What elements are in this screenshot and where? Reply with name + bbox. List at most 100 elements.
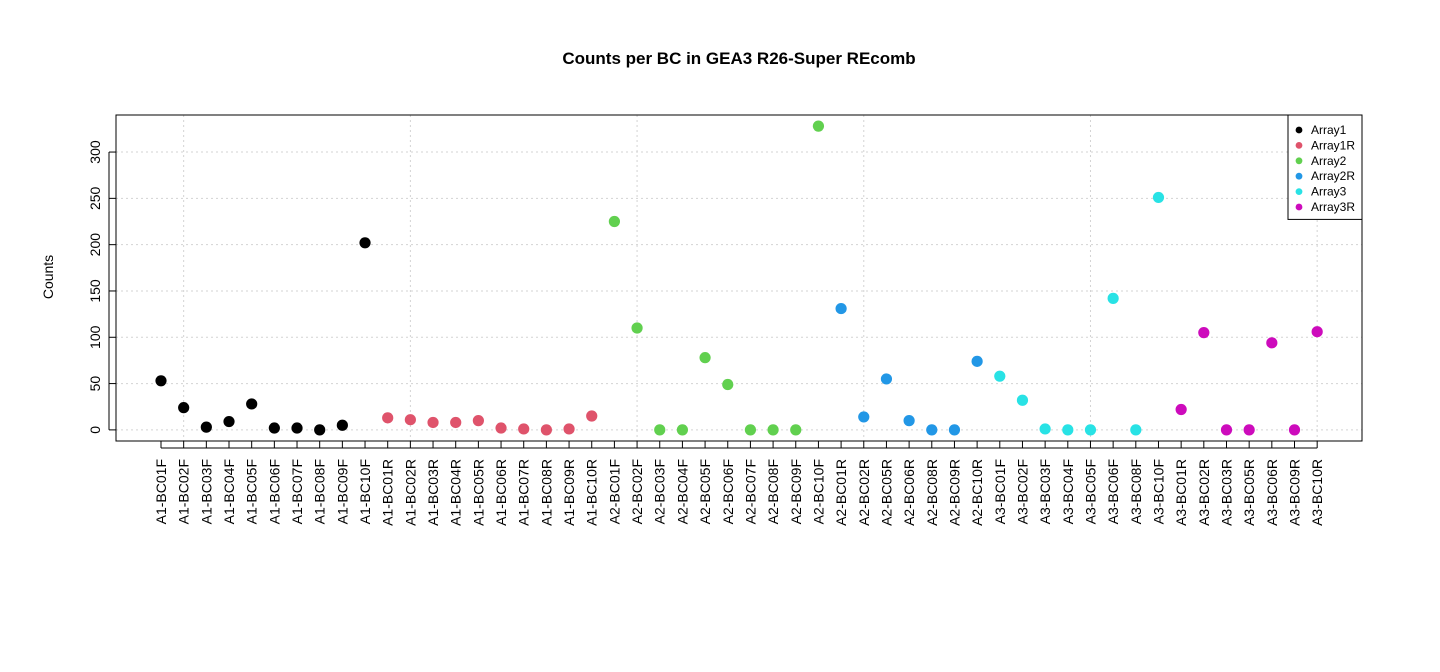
x-tick-label: A2-BC06R bbox=[901, 459, 917, 526]
data-point bbox=[1039, 423, 1051, 435]
x-tick-label: A3-BC02R bbox=[1196, 459, 1212, 526]
data-point bbox=[155, 375, 167, 387]
chart-title: Counts per BC in GEA3 R26-Super REcomb bbox=[562, 49, 915, 68]
x-tick-label: A1-BC02R bbox=[402, 459, 418, 526]
data-point bbox=[835, 302, 847, 315]
data-point bbox=[971, 355, 983, 367]
x-tick-label: A3-BC10F bbox=[1150, 459, 1166, 524]
x-tick-label: A1-BC02F bbox=[176, 459, 192, 524]
data-point bbox=[631, 322, 643, 334]
x-tick-label: A1-BC03F bbox=[198, 459, 214, 524]
y-axis-label: Counts bbox=[40, 255, 56, 299]
data-point bbox=[767, 424, 779, 436]
data-point bbox=[1062, 424, 1074, 436]
data-point bbox=[1107, 292, 1119, 304]
data-point bbox=[518, 423, 530, 435]
y-tick-label: 150 bbox=[87, 279, 103, 303]
x-tick-label: A3-BC09R bbox=[1287, 459, 1303, 526]
data-point bbox=[404, 414, 416, 426]
data-points bbox=[155, 120, 1323, 436]
data-point bbox=[654, 424, 666, 436]
data-point bbox=[1175, 403, 1187, 416]
x-tick-label: A2-BC06F bbox=[720, 459, 736, 524]
x-tick-label: A3-BC01F bbox=[992, 459, 1008, 524]
x-tick-label: A2-BC08R bbox=[924, 459, 940, 526]
data-point bbox=[608, 215, 621, 228]
legend-marker bbox=[1295, 142, 1303, 149]
data-point bbox=[223, 415, 235, 428]
x-tick-label: A2-BC09F bbox=[788, 459, 804, 524]
legend-marker bbox=[1295, 157, 1303, 165]
x-tick-label: A3-BC01R bbox=[1173, 459, 1189, 526]
y-tick-label: 100 bbox=[87, 325, 103, 349]
x-tick-label: A1-BC07F bbox=[289, 459, 305, 524]
data-point bbox=[563, 423, 575, 435]
data-point bbox=[676, 424, 689, 436]
x-tick-label: A3-BC03F bbox=[1037, 459, 1053, 524]
data-point bbox=[268, 422, 280, 434]
x-tick-label: A3-BC05R bbox=[1241, 459, 1257, 526]
x-tick-label: A1-BC08R bbox=[538, 459, 554, 526]
x-tick-label: A1-BC05R bbox=[470, 459, 486, 526]
data-point bbox=[722, 378, 734, 391]
data-point bbox=[1243, 424, 1255, 436]
legend-label: Array3 bbox=[1311, 185, 1347, 199]
x-tick-label: A1-BC01F bbox=[153, 459, 169, 524]
x-tick-label: A2-BC08F bbox=[765, 459, 781, 524]
data-point bbox=[246, 398, 258, 410]
x-tick-label: A2-BC03F bbox=[652, 459, 668, 524]
data-point bbox=[858, 411, 870, 423]
data-point bbox=[314, 424, 326, 436]
legend-label: Array1R bbox=[1311, 138, 1355, 152]
data-point bbox=[178, 402, 190, 414]
x-tick-label: A1-BC08F bbox=[312, 459, 328, 524]
x-tick-label: A3-BC05F bbox=[1082, 459, 1098, 524]
y-tick-label: 300 bbox=[87, 140, 103, 164]
x-tick-label: A1-BC09F bbox=[334, 459, 350, 524]
x-tick-label: A2-BC02F bbox=[629, 459, 645, 524]
x-tick-label: A2-BC10R bbox=[969, 459, 985, 526]
data-point bbox=[472, 415, 484, 427]
data-point bbox=[336, 419, 348, 431]
x-tick-label: A1-BC06F bbox=[266, 459, 282, 524]
x-tick-label: A2-BC07F bbox=[742, 459, 758, 524]
x-tick-label: A3-BC10R bbox=[1309, 459, 1325, 526]
data-point bbox=[382, 412, 394, 424]
legend-marker bbox=[1295, 188, 1303, 196]
data-point bbox=[926, 424, 938, 436]
x-tick-label: A1-BC04F bbox=[221, 459, 237, 524]
x-tick-label: A1-BC05F bbox=[244, 459, 260, 524]
x-tick-label: A2-BC01F bbox=[606, 459, 622, 524]
data-point bbox=[880, 373, 893, 385]
x-tick-label: A1-BC07R bbox=[516, 459, 532, 526]
data-point bbox=[291, 422, 303, 434]
x-tick-label: A3-BC06R bbox=[1264, 459, 1280, 526]
data-point bbox=[1266, 337, 1278, 349]
data-point bbox=[200, 421, 212, 433]
x-tick-label: A1-BC10R bbox=[584, 459, 600, 526]
data-point bbox=[1220, 424, 1233, 436]
data-point bbox=[790, 424, 802, 436]
x-tick-label: A2-BC05F bbox=[697, 459, 713, 524]
x-tick-label: A1-BC01R bbox=[380, 459, 396, 526]
data-point bbox=[812, 120, 825, 132]
data-point bbox=[1311, 326, 1323, 338]
data-point bbox=[1198, 327, 1210, 339]
x-tick-label: A3-BC03R bbox=[1218, 459, 1234, 526]
y-tick-label: 250 bbox=[87, 186, 103, 210]
data-point bbox=[699, 352, 711, 364]
x-tick-label: A2-BC05R bbox=[878, 459, 894, 526]
y-tick-label: 0 bbox=[87, 426, 103, 434]
data-point bbox=[903, 415, 915, 427]
y-tick-label: 200 bbox=[87, 233, 103, 257]
data-point bbox=[359, 237, 371, 249]
x-tick-label: A3-BC08F bbox=[1128, 459, 1144, 524]
x-tick-label: A2-BC01R bbox=[833, 459, 849, 526]
x-tick-label: A2-BC02R bbox=[856, 459, 872, 526]
data-point bbox=[540, 424, 552, 436]
data-point bbox=[948, 424, 961, 436]
legend-label: Array3R bbox=[1311, 200, 1355, 214]
legend-label: Array1 bbox=[1311, 123, 1347, 137]
